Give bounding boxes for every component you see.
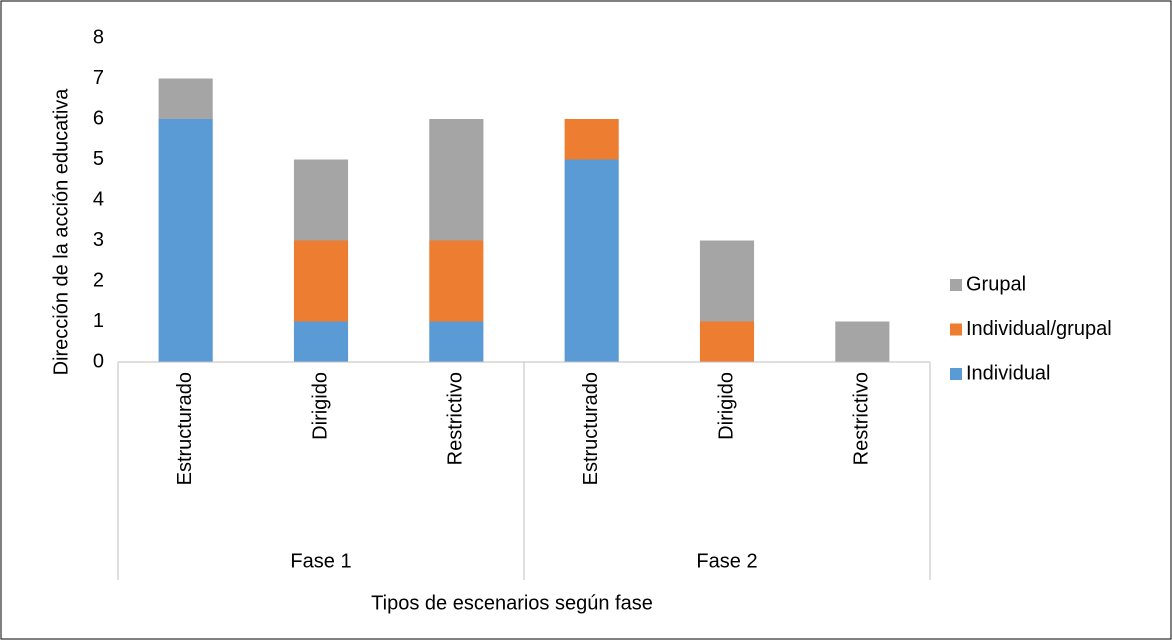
bar-segment [564, 119, 619, 160]
bar-segment [158, 119, 213, 362]
group-label: Fase 1 [290, 550, 351, 572]
x-tick-label: Restrictivo [851, 372, 873, 465]
x-tick-label: Dirigido [715, 372, 737, 440]
bar-segment [699, 240, 755, 322]
bar-segment [293, 240, 349, 322]
y-tick-label: 2 [93, 269, 104, 291]
y-tick-label: 3 [93, 229, 104, 251]
y-tick-label: 7 [93, 67, 104, 89]
legend-label: Individual/grupal [966, 318, 1112, 340]
legend-swatch [950, 279, 962, 291]
x-tick-label: Estructurado [174, 372, 196, 485]
x-tick-label: Dirigido [309, 372, 331, 440]
x-tick-label: Restrictivo [445, 372, 467, 465]
legend-label: Grupal [966, 273, 1026, 295]
y-tick-label: 8 [93, 26, 104, 48]
bar-segment [429, 240, 484, 322]
y-tick-label: 0 [93, 350, 104, 372]
x-tick-label: Estructurado [580, 372, 602, 485]
bar-segment [835, 321, 890, 362]
bar-segment [699, 321, 755, 362]
group-label: Fase 2 [696, 550, 757, 572]
y-tick-label: 5 [93, 148, 104, 170]
bar-segment [429, 321, 484, 362]
y-tick-label: 6 [93, 107, 104, 129]
bar-segment [429, 119, 484, 241]
y-tick-label: 4 [93, 188, 104, 210]
legend-swatch [950, 323, 962, 336]
bar-segment [293, 159, 349, 241]
y-tick-label: 1 [93, 310, 104, 332]
y-axis-title: Dirección de la acción educativa [50, 88, 72, 376]
legend-label: Individual [966, 362, 1051, 384]
bar-segment [158, 78, 213, 119]
bar-segment [564, 159, 619, 362]
x-axis-title: Tipos de escenarios según fase [371, 592, 653, 614]
bar-segment [293, 321, 349, 362]
legend-swatch [950, 368, 962, 380]
